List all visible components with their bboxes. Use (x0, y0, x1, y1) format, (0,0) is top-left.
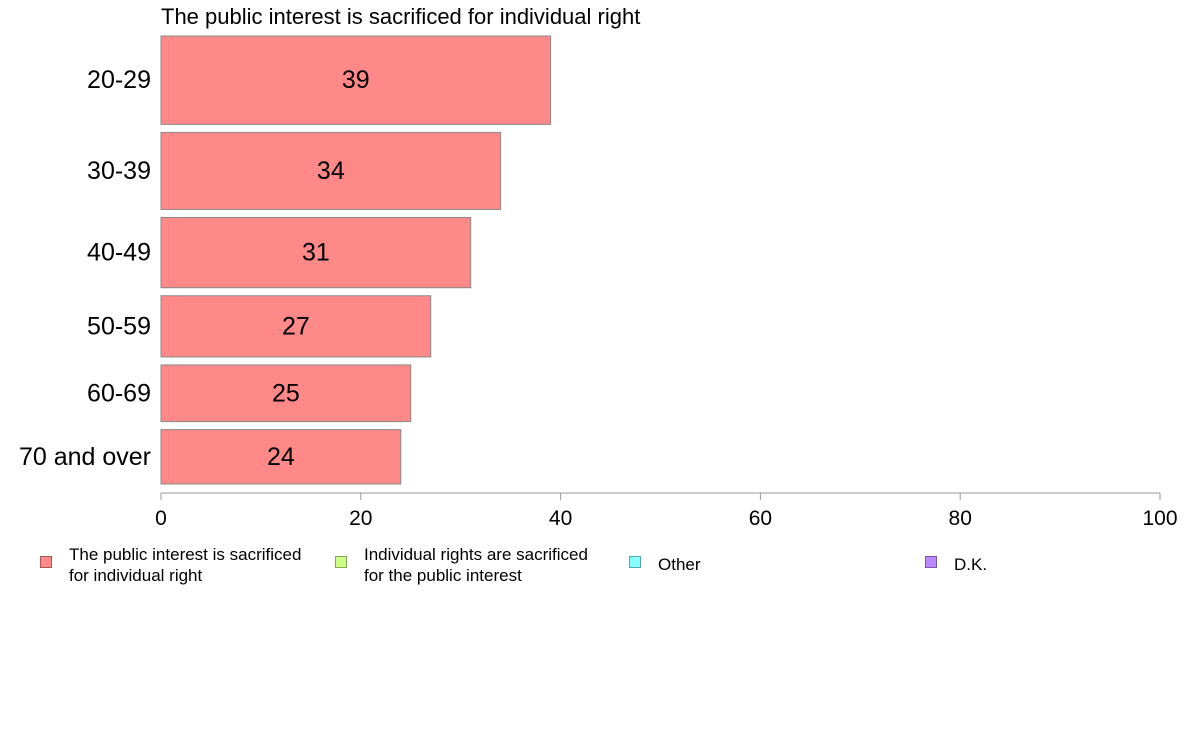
legend-swatch-dk (925, 556, 937, 568)
legend-item-other: Other (629, 544, 701, 575)
category-label: 70 and over (19, 443, 151, 471)
legend-label-dk: D.K. (954, 555, 988, 574)
bar-value-label: 27 (282, 312, 310, 340)
legend-swatch-public-interest (40, 556, 52, 568)
bar-value-label: 34 (317, 157, 345, 185)
category-label: 60-69 (87, 379, 151, 407)
legend-label-other: Other (658, 555, 701, 574)
bar-value-label: 24 (267, 443, 295, 471)
legend: The public interest is sacrificed for in… (40, 544, 1180, 594)
category-label: 30-39 (87, 157, 151, 185)
bar-40-49 (160, 216, 472, 289)
bar-value-label: 31 (302, 239, 330, 267)
bar-70-and-over (160, 429, 402, 485)
x-tick-label: 40 (549, 507, 572, 530)
x-tick-label: 60 (749, 507, 772, 530)
x-axis: 0 20 40 60 80 100 (155, 492, 1178, 530)
x-tick-label: 0 (155, 507, 167, 530)
bar-30-39 (160, 131, 502, 210)
legend-swatch-other (629, 556, 641, 568)
legend-item-dk: D.K. (925, 544, 987, 575)
x-tick-label: 20 (349, 507, 372, 530)
x-tick-label: 80 (949, 507, 972, 530)
category-label: 20-29 (87, 66, 151, 94)
x-tick-label: 100 (1142, 507, 1177, 530)
category-label: 40-49 (87, 239, 151, 267)
bar-group: 20-29 39 30-39 34 40-49 31 50-59 27 60-69 25 70 an… (19, 35, 552, 485)
legend-swatch-individual-rights (335, 556, 347, 568)
bar-20-29 (160, 35, 552, 125)
category-label: 50-59 (87, 312, 151, 340)
bar-50-59 (160, 295, 432, 358)
legend-item-individual-rights: Individual rights are sacrificed for the… (335, 544, 588, 586)
legend-label-public-interest: The public interest is sacrificed for in… (69, 545, 302, 585)
bar-60-69 (160, 364, 412, 423)
bar-value-label: 25 (272, 379, 300, 407)
legend-item-public-interest: The public interest is sacrificed for in… (40, 544, 301, 586)
legend-label-individual-rights: Individual rights are sacrificed for the… (364, 545, 588, 585)
bar-value-label: 39 (342, 66, 370, 94)
chart-title: The public interest is sacrificed for in… (161, 4, 640, 29)
